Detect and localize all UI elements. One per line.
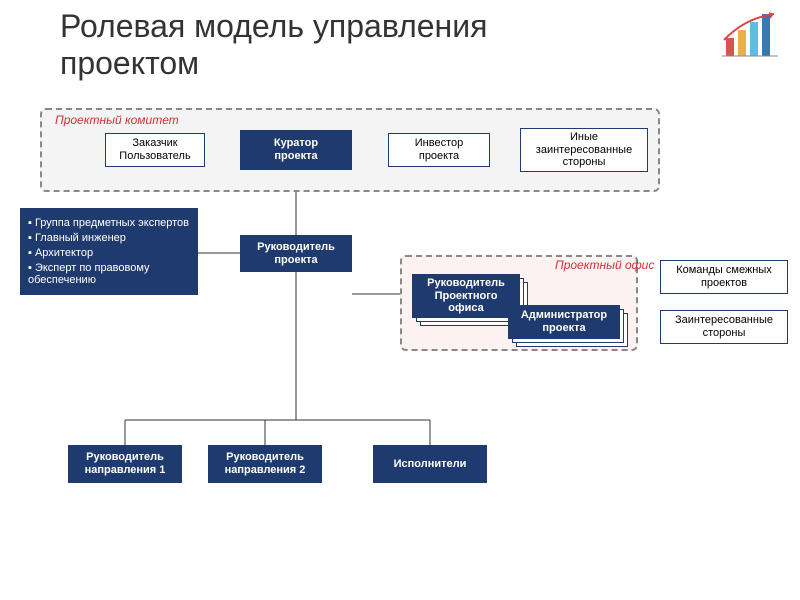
pmo-head-box: Руководитель Проектного офиса (412, 274, 520, 318)
exec-l1: Исполнители (378, 458, 482, 471)
adjacent-l1: Команды смежных (665, 264, 783, 277)
curator-l1: Куратор (245, 137, 347, 150)
direction1-box: Руководитель направления 1 (68, 445, 182, 483)
executors-box: Исполнители (373, 445, 487, 483)
dir2-l1: Руководитель (213, 451, 317, 464)
direction2-box: Руководитель направления 2 (208, 445, 322, 483)
pmo-l2: Проектного (417, 290, 515, 303)
admin-l2: проекта (513, 322, 615, 335)
pm-l1: Руководитель (245, 241, 347, 254)
title-line2: проектом (60, 45, 199, 81)
other-l1: Иные (525, 131, 643, 144)
pmo-l1: Руководитель (417, 277, 515, 290)
pm-l2: проекта (245, 254, 347, 267)
other-l2: заинтересованные (525, 144, 643, 157)
stakeholders-box: Заинтересованные стороны (660, 310, 788, 344)
dir2-l2: направления 2 (213, 464, 317, 477)
investor-l1: Инвестор (393, 137, 485, 150)
office-label: Проектный офис (555, 258, 654, 272)
dir1-l2: направления 1 (73, 464, 177, 477)
admin-box: Администратор проекта (508, 305, 620, 339)
expert-i1: Группа предметных экспертов (28, 217, 190, 229)
customer-box: Заказчик Пользователь (105, 133, 205, 167)
expert-i2: Главный инженер (28, 232, 190, 244)
investor-l2: проекта (393, 150, 485, 163)
curator-box: Куратор проекта (240, 130, 352, 170)
bar-chart-icon (720, 10, 780, 60)
pmo-l3: офиса (417, 302, 515, 315)
page-title: Ролевая модель управления проектом (60, 8, 620, 82)
pm-box: Руководитель проекта (240, 235, 352, 272)
dir1-l1: Руководитель (73, 451, 177, 464)
committee-label: Проектный комитет (55, 113, 179, 127)
adjacent-teams-box: Команды смежных проектов (660, 260, 788, 294)
expert-i4: Эксперт по правовому обеспечению (28, 262, 190, 286)
curator-l2: проекта (245, 150, 347, 163)
other-l3: стороны (525, 156, 643, 169)
title-line1: Ролевая модель управления (60, 8, 487, 44)
customer-l2: Пользователь (110, 150, 200, 163)
stake-l1: Заинтересованные (665, 314, 783, 327)
org-diagram: Проектный комитет Заказчик Пользователь … (0, 100, 800, 600)
adjacent-l2: проектов (665, 277, 783, 290)
customer-l1: Заказчик (110, 137, 200, 150)
investor-box: Инвестор проекта (388, 133, 490, 167)
admin-l1: Администратор (513, 309, 615, 322)
other-stakeholders-box: Иные заинтересованные стороны (520, 128, 648, 172)
expert-i3: Архитектор (28, 247, 190, 259)
stake-l2: стороны (665, 327, 783, 340)
expert-list-box: Группа предметных экспертов Главный инже… (20, 208, 198, 295)
